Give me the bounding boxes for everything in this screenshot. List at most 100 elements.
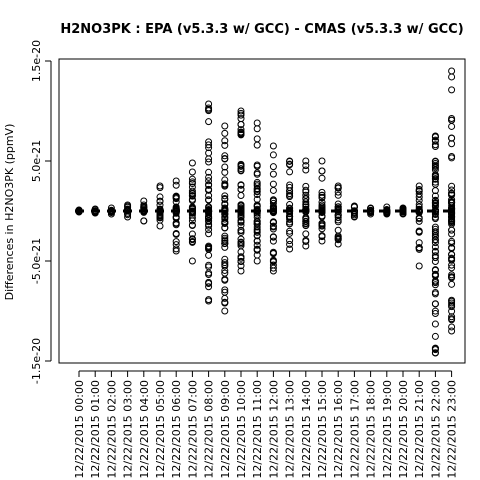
x-tick-label: 12/22/2015 12:00 bbox=[267, 380, 280, 479]
data-point bbox=[431, 133, 439, 141]
data-point bbox=[253, 257, 261, 265]
data-point bbox=[205, 278, 213, 286]
x-tick-label: 12/22/2015 08:00 bbox=[203, 380, 216, 479]
data-point bbox=[286, 190, 294, 198]
data-point bbox=[318, 222, 326, 230]
data-point bbox=[172, 193, 180, 201]
data-point bbox=[221, 262, 229, 270]
data-point bbox=[172, 195, 180, 203]
data-point bbox=[237, 128, 245, 136]
data-point bbox=[188, 187, 196, 195]
data-point bbox=[172, 221, 180, 229]
data-point bbox=[172, 177, 180, 185]
data-point bbox=[415, 200, 423, 208]
data-point bbox=[140, 217, 148, 225]
data-point bbox=[286, 201, 294, 209]
data-point bbox=[269, 233, 277, 241]
data-point bbox=[448, 315, 456, 323]
data-point bbox=[253, 228, 261, 236]
data-point bbox=[431, 215, 439, 223]
data-point bbox=[253, 119, 261, 127]
data-point bbox=[334, 212, 342, 220]
data-point bbox=[448, 271, 456, 279]
data-point bbox=[253, 135, 261, 143]
data-point bbox=[253, 223, 261, 231]
data-point bbox=[415, 193, 423, 201]
data-point bbox=[156, 184, 164, 192]
data-point bbox=[221, 240, 229, 248]
data-point bbox=[253, 125, 261, 133]
data-point bbox=[302, 166, 310, 174]
data-point bbox=[205, 251, 213, 259]
data-point bbox=[237, 235, 245, 243]
data-point bbox=[431, 345, 439, 353]
data-point bbox=[334, 226, 342, 234]
data-point bbox=[221, 176, 229, 184]
data-point bbox=[448, 115, 456, 123]
y-axis: -1.5e-20 -5.0e-21 5.0e-21 1.5e-20 bbox=[30, 40, 52, 384]
data-point bbox=[172, 245, 180, 253]
data-point bbox=[431, 272, 439, 280]
data-point bbox=[188, 197, 196, 205]
data-point bbox=[237, 126, 245, 134]
data-point bbox=[302, 236, 310, 244]
data-point bbox=[302, 230, 310, 238]
data-point bbox=[269, 223, 277, 231]
data-point bbox=[237, 111, 245, 119]
data-point bbox=[448, 217, 456, 225]
data-point bbox=[221, 152, 229, 160]
data-point bbox=[156, 222, 164, 230]
data-point bbox=[172, 230, 180, 238]
data-point bbox=[237, 227, 245, 235]
data-point bbox=[269, 142, 277, 150]
data-point bbox=[302, 198, 310, 206]
data-point bbox=[221, 286, 229, 294]
data-point bbox=[205, 217, 213, 225]
data-point bbox=[286, 193, 294, 201]
data-point bbox=[448, 299, 456, 307]
data-point bbox=[269, 170, 277, 178]
data-point bbox=[448, 199, 456, 207]
data-point bbox=[205, 158, 213, 166]
data-point bbox=[431, 159, 439, 167]
y-tick-label: -1.5e-20 bbox=[30, 338, 43, 384]
data-point bbox=[448, 239, 456, 247]
data-point bbox=[415, 217, 423, 225]
data-point bbox=[448, 323, 456, 331]
data-point bbox=[237, 120, 245, 128]
data-point bbox=[448, 280, 456, 288]
data-point bbox=[431, 136, 439, 144]
x-tick-label: 12/22/2015 13:00 bbox=[284, 380, 297, 479]
data-point bbox=[205, 196, 213, 204]
data-point bbox=[205, 168, 213, 176]
data-point bbox=[221, 215, 229, 223]
data-point bbox=[172, 238, 180, 246]
data-point bbox=[286, 168, 294, 176]
data-point bbox=[237, 181, 245, 189]
data-point bbox=[415, 182, 423, 190]
data-point bbox=[188, 192, 196, 200]
data-point bbox=[286, 237, 294, 245]
data-point bbox=[431, 288, 439, 296]
data-point bbox=[188, 257, 196, 265]
data-point bbox=[205, 118, 213, 126]
data-point bbox=[448, 196, 456, 204]
data-point bbox=[221, 294, 229, 302]
x-tick-label: 12/22/2015 14:00 bbox=[300, 380, 313, 479]
data-point bbox=[253, 232, 261, 240]
data-point bbox=[318, 232, 326, 240]
data-point bbox=[253, 241, 261, 249]
data-point bbox=[237, 165, 245, 173]
data-point bbox=[205, 296, 213, 304]
data-point bbox=[334, 200, 342, 208]
data-point bbox=[253, 182, 261, 190]
data-point bbox=[431, 300, 439, 308]
data-point bbox=[269, 151, 277, 159]
data-point bbox=[302, 215, 310, 223]
data-point bbox=[448, 134, 456, 142]
data-point bbox=[253, 237, 261, 245]
data-point bbox=[237, 248, 245, 256]
data-point bbox=[269, 180, 277, 188]
data-point bbox=[205, 263, 213, 271]
data-point bbox=[237, 162, 245, 170]
